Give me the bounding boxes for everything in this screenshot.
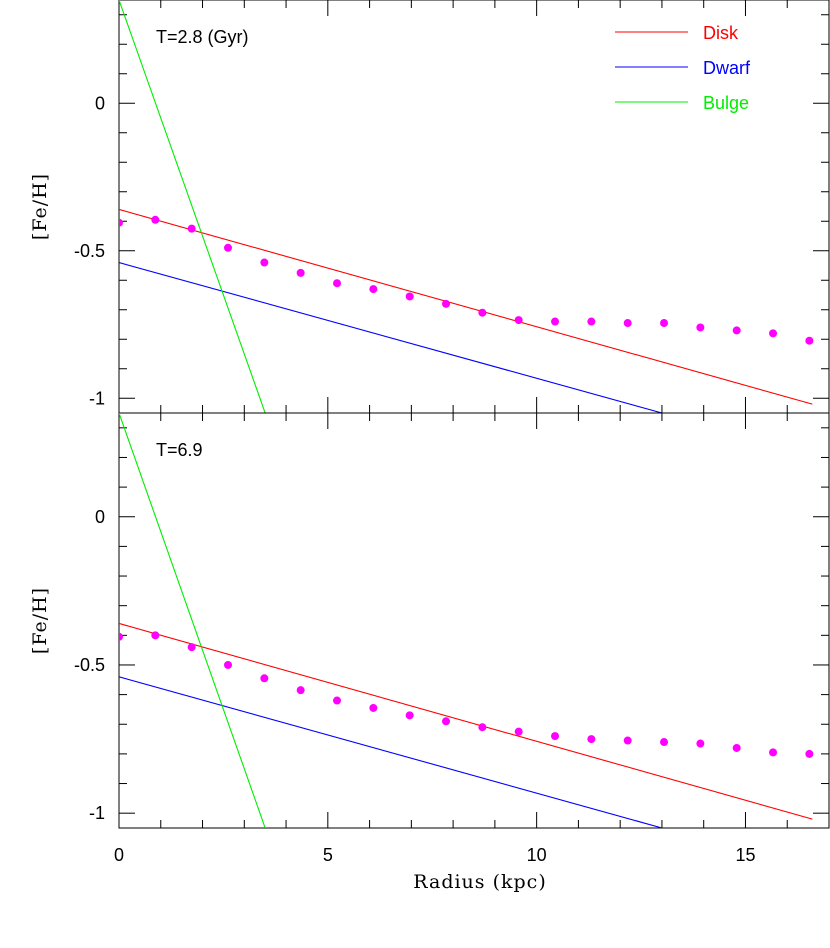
y-tick-label: -0.5 [74, 655, 105, 675]
data-point [442, 299, 451, 308]
series-line-bulge [119, 0, 266, 413]
x-tick-label: 10 [527, 845, 547, 865]
data-point [187, 224, 196, 233]
x-tick-label: 5 [323, 845, 333, 865]
y-axis-label: [Fe/H] [29, 173, 51, 240]
data-point [405, 711, 414, 720]
data-point [805, 749, 814, 758]
data-point [623, 736, 632, 745]
y-tick-label: -1 [89, 388, 105, 408]
x-tick-label: 0 [114, 845, 124, 865]
data-point [660, 319, 669, 328]
panel-title: T=6.9 [156, 440, 203, 460]
data-point [260, 258, 269, 267]
data-point [151, 215, 160, 224]
data-point [696, 739, 705, 748]
data-point [151, 631, 160, 640]
data-point [369, 703, 378, 712]
legend-label-bulge: Bulge [703, 93, 749, 113]
data-point [224, 243, 233, 252]
data-point [805, 336, 814, 345]
data-point [442, 717, 451, 726]
data-point [333, 279, 342, 288]
panel-title: T=2.8 (Gyr) [156, 27, 249, 47]
data-point [514, 316, 523, 325]
plot-frame [118, 412, 830, 829]
plot-data [119, 413, 814, 828]
y-tick-label: -1 [89, 803, 105, 823]
data-point [660, 738, 669, 747]
legend-label-dwarf: Dwarf [703, 58, 751, 78]
legend: Disk Dwarf Bulge [615, 23, 751, 113]
data-point [514, 727, 523, 736]
data-point [551, 732, 560, 741]
data-point [551, 317, 560, 326]
y-tick-label: 0 [95, 93, 105, 113]
data-point [296, 686, 305, 695]
data-point [732, 326, 741, 335]
data-point [369, 285, 378, 294]
y-tick-label: 0 [95, 507, 105, 527]
data-point [587, 317, 596, 326]
data-point [732, 743, 741, 752]
data-point [769, 748, 778, 757]
series-line-disk [119, 208, 813, 405]
series-line-disk [119, 622, 813, 820]
data-point [187, 643, 196, 652]
series-line-dwarf [119, 262, 663, 413]
data-point [696, 323, 705, 332]
series-line-bulge [119, 413, 266, 828]
panel-top: 0 -0.5 -1 [Fe/H] T=2.8 (Gyr) Disk Dwarf Bulge [29, 0, 830, 414]
data-point [119, 632, 123, 641]
data-point [623, 319, 632, 328]
data-point [296, 268, 305, 277]
plot-data [119, 0, 814, 413]
data-point [224, 660, 233, 669]
x-axis-label: Radius (kpc) [413, 871, 546, 893]
legend-label-disk: Disk [703, 23, 739, 43]
data-point [587, 735, 596, 744]
series-line-dwarf [119, 676, 663, 828]
data-point [260, 674, 269, 683]
y-axis-label: [Fe/H] [29, 587, 51, 654]
x-tick-label: 15 [735, 845, 755, 865]
data-point [769, 329, 778, 338]
panel-bottom: 0 -0.5 -1 0 5 10 15 [Fe/H] T=6.9 [29, 412, 830, 865]
y-tick-label: -0.5 [74, 241, 105, 261]
data-point [333, 696, 342, 705]
data-point [119, 218, 123, 227]
data-point [478, 723, 487, 732]
data-point [405, 292, 414, 301]
data-point [478, 308, 487, 317]
